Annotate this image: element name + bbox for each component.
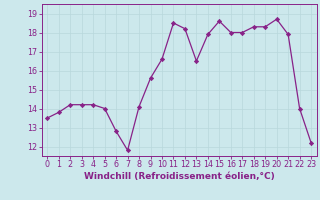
X-axis label: Windchill (Refroidissement éolien,°C): Windchill (Refroidissement éolien,°C) bbox=[84, 172, 275, 181]
